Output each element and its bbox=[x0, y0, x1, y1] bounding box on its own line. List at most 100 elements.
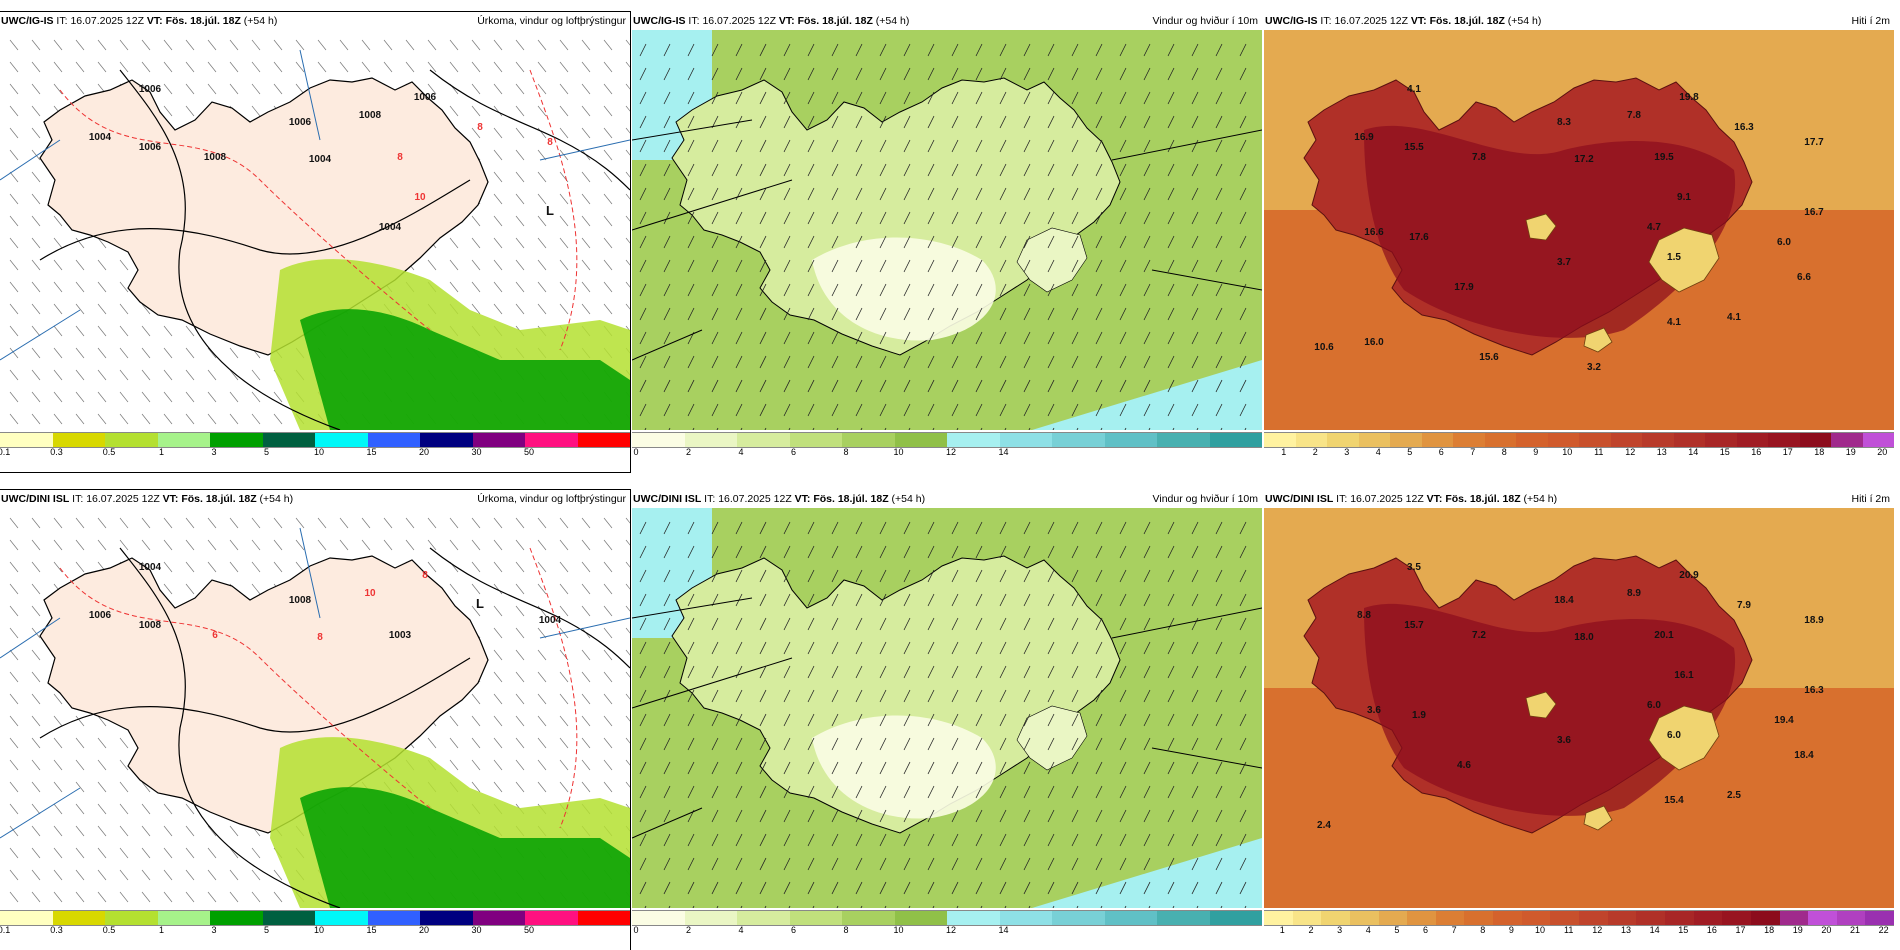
wind-arrow bbox=[975, 259, 983, 273]
wind-arrow bbox=[903, 211, 911, 225]
wind-arrow bbox=[903, 43, 911, 57]
wind-arrow bbox=[1095, 689, 1103, 703]
wind-arrow bbox=[783, 235, 791, 249]
map-label: 2.4 bbox=[1317, 820, 1331, 831]
wind-barb bbox=[163, 347, 173, 359]
wind-barb bbox=[31, 325, 41, 337]
wind-arrow bbox=[855, 379, 863, 393]
wind-arrow bbox=[1047, 521, 1055, 535]
wind-barb bbox=[273, 83, 283, 95]
wind-arrow bbox=[807, 43, 815, 57]
panel-header: UWC/IG-IS IT: 16.07.2025 12Z VT: Fös. 18… bbox=[0, 12, 630, 30]
wind-arrow bbox=[951, 307, 959, 321]
it-prefix: IT: bbox=[56, 15, 68, 27]
wind-arrow bbox=[735, 521, 743, 535]
wind-arrow bbox=[1167, 259, 1175, 273]
wind-arrow bbox=[1071, 307, 1079, 321]
wind-barb bbox=[9, 105, 19, 117]
wind-arrow bbox=[927, 737, 935, 751]
wind-arrow bbox=[807, 665, 815, 679]
wind-barb bbox=[119, 39, 129, 51]
wind-barb bbox=[119, 759, 129, 771]
wind-arrow bbox=[1047, 379, 1055, 393]
colorbar-swatch bbox=[1547, 433, 1579, 447]
wind-barb bbox=[31, 237, 41, 249]
wind-barb bbox=[251, 105, 261, 117]
map-label: 4.7 bbox=[1647, 222, 1661, 233]
wind-barb bbox=[97, 803, 107, 815]
wind-barb bbox=[625, 781, 630, 788]
wind-arrow bbox=[831, 761, 839, 775]
colorbar-tick: 4 bbox=[738, 925, 744, 935]
wind-arrow bbox=[951, 545, 959, 559]
wind-arrow bbox=[1071, 163, 1079, 177]
wind-arrow bbox=[975, 665, 983, 679]
wind-barb bbox=[339, 539, 349, 551]
wind-arrow bbox=[807, 403, 815, 417]
wind-arrow bbox=[1239, 91, 1247, 105]
wind-arrow bbox=[807, 211, 815, 225]
wind-arrow bbox=[903, 641, 911, 655]
wind-arrow bbox=[1071, 355, 1079, 369]
wind-arrow bbox=[1047, 403, 1055, 417]
wind-barb bbox=[493, 781, 503, 793]
wind-arrow bbox=[1167, 761, 1175, 775]
wind-barb bbox=[163, 105, 173, 117]
wind-barb bbox=[9, 369, 19, 381]
wind-arrow bbox=[975, 641, 983, 655]
wind-barb bbox=[141, 325, 151, 337]
wind-arrow bbox=[1239, 641, 1247, 655]
wind-arrow bbox=[975, 569, 983, 583]
colorbar-swatch bbox=[577, 911, 630, 925]
wind-arrow bbox=[831, 881, 839, 895]
colorbar-tick: 14 bbox=[998, 925, 1009, 935]
wind-arrow bbox=[1119, 785, 1127, 799]
wind-arrow bbox=[687, 67, 695, 81]
colorbar-swatch bbox=[1736, 433, 1768, 447]
wind-barb bbox=[581, 781, 591, 793]
wind-barb bbox=[449, 105, 459, 117]
isobar bbox=[119, 69, 341, 430]
wind-arrow bbox=[1119, 569, 1127, 583]
wind-arrow bbox=[927, 187, 935, 201]
wind-arrow bbox=[831, 139, 839, 153]
wind-arrow bbox=[687, 617, 695, 631]
wind-arrow bbox=[903, 187, 911, 201]
wind-arrow bbox=[1119, 187, 1127, 201]
wind-barb bbox=[185, 347, 195, 359]
wind-arrow bbox=[639, 187, 647, 201]
wind-arrow bbox=[1143, 881, 1151, 895]
wind-barb bbox=[603, 105, 613, 117]
wind-barb bbox=[53, 413, 63, 425]
map-label: 4.1 bbox=[1727, 312, 1741, 323]
wind-arrow bbox=[831, 689, 839, 703]
wind-barb bbox=[141, 847, 151, 859]
wind-arrow bbox=[639, 331, 647, 345]
colorbar-tick: 5 bbox=[263, 447, 270, 457]
vt-prefix: VT: bbox=[794, 493, 811, 505]
wind-arrow bbox=[1143, 259, 1151, 273]
wind-arrow bbox=[855, 259, 863, 273]
wind-arrow bbox=[999, 521, 1007, 535]
wind-arrow bbox=[1191, 331, 1199, 345]
colorbar-tick: 30 bbox=[471, 447, 482, 457]
wind-arrow bbox=[1215, 283, 1223, 297]
init-time: 16.07.2025 12Z bbox=[70, 15, 144, 27]
wind-barb bbox=[229, 517, 239, 529]
wind-arrow bbox=[879, 331, 887, 345]
wind-arrow bbox=[1071, 785, 1079, 799]
wind-barb bbox=[75, 869, 85, 881]
it-prefix: IT: bbox=[1320, 15, 1332, 27]
wind-arrow bbox=[783, 713, 791, 727]
wind-barb bbox=[361, 39, 371, 51]
wind-barb bbox=[559, 281, 569, 293]
wind-arrow bbox=[903, 569, 911, 583]
wind-arrow bbox=[999, 641, 1007, 655]
map-label: 4.1 bbox=[1667, 317, 1681, 328]
wind-arrow bbox=[1167, 641, 1175, 655]
wind-arrow bbox=[879, 521, 887, 535]
wind-barb bbox=[9, 391, 19, 403]
map-label: 18.0 bbox=[1574, 632, 1594, 643]
weather-map: 1006 1004 1006 1006 1008 1004 1008 1006 8 8 8 10 L 10… bbox=[0, 30, 630, 430]
wind-arrow bbox=[783, 833, 791, 847]
